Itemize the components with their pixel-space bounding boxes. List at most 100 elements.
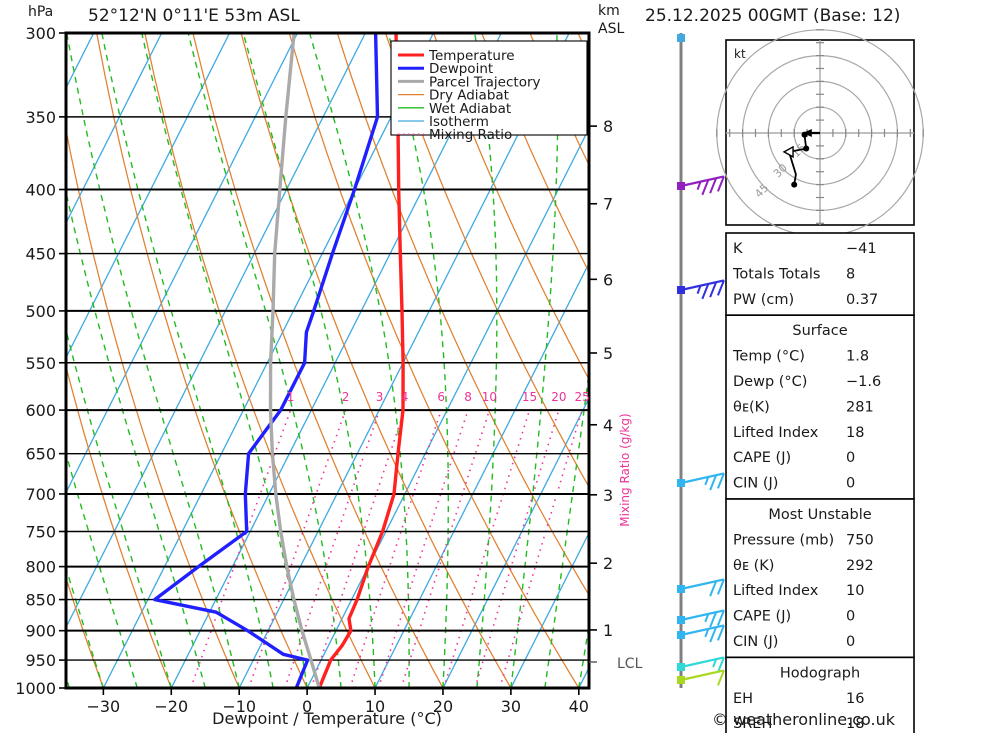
wind-barb [677, 472, 725, 491]
stats-row-value: −41 [846, 241, 877, 257]
altitude-tick-label: 6 [603, 270, 613, 289]
wind-barb-shaft [680, 175, 725, 188]
wind-barb-half-flag [704, 628, 710, 638]
wind-barb-full-flag [709, 611, 718, 628]
dry-adiabat-line [481, 33, 589, 274]
pressure-unit-label: hPa [28, 4, 53, 20]
stats-row-label: θᴇ (K) [733, 558, 774, 574]
wind-barb [677, 578, 725, 597]
temperature-axis-labels: −30 −20 −10 0 10 20 30 40 [86, 688, 589, 716]
altitude-axis-labels: 1 2 3 4 5 6 7 8 [589, 117, 613, 663]
isotherm-lines [66, 33, 589, 688]
mixing-ratio-line [377, 409, 469, 688]
wind-barb-full-flag [709, 281, 718, 298]
stats-row-label: CIN (J) [733, 476, 778, 492]
stats-row-label: K [733, 241, 743, 257]
stats-row-label: θᴇ(K) [733, 399, 770, 415]
run-title: 25.12.2025 00GMT (Base: 12) [645, 6, 900, 26]
wet-adiabat-line [66, 451, 138, 688]
hodograph-unit-label: kt [734, 47, 746, 61]
profile-line-parcel-trajectory [268, 33, 321, 688]
stats-row-value: 750 [846, 532, 874, 548]
wind-barb-full-flag [717, 610, 725, 626]
storm-motion-arrowhead [802, 129, 812, 137]
altitude-tick-label: 4 [603, 416, 613, 435]
mixing-ratio-line [443, 409, 531, 688]
wind-barb-full-flag [709, 474, 718, 491]
temperature-tick-label: −30 [86, 697, 120, 716]
stats-table-title: Hodograph [780, 665, 860, 681]
stats-row-value: −1.6 [846, 374, 881, 390]
isotherm-line [66, 33, 299, 494]
wind-barb [677, 669, 725, 686]
stats-row-value: 18 [846, 716, 864, 732]
stats-row-value: 281 [846, 399, 874, 415]
lcl-marker-label: LCL [617, 656, 643, 672]
mixing-ratio-lines [190, 409, 583, 688]
mixing-ratio-tick-label: 10 [482, 390, 497, 404]
wind-barb [677, 34, 685, 42]
stats-row-label: Lifted Index [733, 583, 819, 599]
wind-barb-shaft [680, 279, 725, 292]
stats-table-surface [725, 314, 915, 500]
stats-row-value: 0 [846, 609, 855, 625]
pressure-tick-label: 350 [25, 108, 56, 127]
pressure-tick-label: 500 [25, 302, 56, 321]
pressure-tick-label: 600 [25, 401, 56, 420]
altitude-tick-label: 5 [603, 344, 613, 363]
altitude-tick-label: 8 [603, 117, 613, 136]
stats-row-label: Lifted Index [733, 425, 819, 441]
mixing-ratio-line [284, 409, 381, 688]
isotherm-line [66, 33, 231, 360]
legend-label-wet-adiabat: Wet Adiabat [429, 101, 511, 117]
stats-row-label: PW (cm) [733, 292, 794, 308]
pressure-tick-label: 850 [25, 591, 56, 610]
wind-barb-shaft [680, 669, 725, 682]
legend-label-temperature: Temperature [428, 48, 515, 64]
isotherm-line [102, 33, 434, 688]
mixing-ratio-tick-label: 2 [342, 390, 350, 404]
pressure-tick-label: 700 [25, 485, 56, 504]
skewt-plot: 3003504004505005506006507007508008509009… [15, 24, 643, 728]
wind-barb-column [677, 33, 725, 688]
mixing-ratio-line [310, 409, 406, 688]
wind-barb-full-flag [717, 280, 725, 296]
mixing-ratio-tick-label: 20 [551, 390, 566, 404]
stats-table-indices [725, 232, 915, 316]
wet-adiabat-line [141, 33, 308, 688]
wind-barb [677, 175, 725, 196]
wind-barb-half-flag [696, 285, 702, 294]
temperature-tick-label: 0 [302, 697, 312, 716]
mixing-ratio-labels: 1 2 3 4 6 8 10 15 20 25 [287, 390, 590, 404]
wind-barb-full-flag [701, 179, 710, 196]
mixing-ratio-line [349, 409, 442, 688]
legend-box [390, 40, 588, 136]
stats-row-label: CAPE (J) [733, 450, 791, 466]
stats-table-most-unstable [725, 498, 915, 659]
mixing-ratio-tick-label: 15 [522, 390, 537, 404]
stats-row-label: Temp (°C) [732, 349, 805, 365]
stats-table-hodograph-stats [725, 656, 915, 733]
isotherm-line [66, 33, 163, 225]
temperature-tick-label: −10 [222, 697, 256, 716]
hodograph-surface-marker [782, 145, 794, 159]
mixing-ratio-tick-label: 4 [401, 390, 409, 404]
stats-row-value: 1.8 [846, 349, 869, 365]
isotherm-line [442, 396, 589, 688]
pressure-tick-label: 550 [25, 354, 56, 373]
temperature-tick-label: 30 [501, 697, 521, 716]
stats-row-label: CIN (J) [733, 634, 778, 650]
wind-barb-node [677, 34, 685, 42]
wind-barb-shaft [680, 624, 725, 637]
stats-row-value: 18 [846, 425, 864, 441]
plot-frame [64, 31, 591, 690]
temperature-tick-label: 20 [433, 697, 453, 716]
wind-barb-shaft [680, 609, 725, 622]
mixing-ratio-tick-label: 1 [287, 390, 295, 404]
wind-barb-half-flag [704, 613, 710, 623]
mixing-ratio-line [474, 409, 560, 688]
stats-row-value: 0 [846, 476, 855, 492]
mixing-ratio-line [190, 409, 292, 688]
